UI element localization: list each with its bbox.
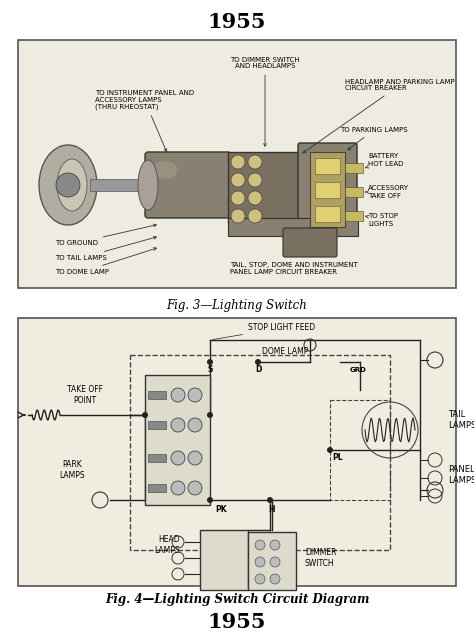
Text: BATTERY
HOT LEAD: BATTERY HOT LEAD bbox=[365, 154, 403, 168]
Text: GRD: GRD bbox=[349, 367, 366, 373]
Bar bbox=[345, 211, 363, 221]
Text: TO TAIL LAMPS: TO TAIL LAMPS bbox=[55, 236, 156, 261]
Circle shape bbox=[56, 173, 80, 197]
Bar bbox=[315, 206, 340, 222]
Text: TO DIMMER SWITCH
AND HEADLAMPS: TO DIMMER SWITCH AND HEADLAMPS bbox=[230, 56, 300, 147]
Circle shape bbox=[207, 359, 213, 365]
Bar bbox=[310, 152, 345, 227]
Bar bbox=[145, 375, 210, 505]
Text: TAIL, STOP, DOME AND INSTRUMENT
PANEL LAMP CIRCUIT BREAKER: TAIL, STOP, DOME AND INSTRUMENT PANEL LA… bbox=[230, 252, 358, 275]
Ellipse shape bbox=[138, 160, 158, 210]
Circle shape bbox=[188, 418, 202, 432]
Bar bbox=[18, 318, 456, 586]
Bar bbox=[228, 152, 300, 224]
Circle shape bbox=[188, 388, 202, 402]
Circle shape bbox=[248, 191, 262, 205]
Bar bbox=[248, 532, 296, 590]
Text: S: S bbox=[207, 365, 213, 374]
Circle shape bbox=[188, 481, 202, 495]
Text: 1955: 1955 bbox=[208, 612, 266, 632]
Text: DIMMER
SWITCH: DIMMER SWITCH bbox=[305, 548, 337, 568]
Text: PARK
LAMPS: PARK LAMPS bbox=[59, 460, 85, 480]
Text: STOP LIGHT FEED: STOP LIGHT FEED bbox=[213, 323, 315, 340]
Circle shape bbox=[248, 155, 262, 169]
Circle shape bbox=[231, 191, 245, 205]
Text: TO DOME LAMP: TO DOME LAMP bbox=[55, 248, 156, 275]
Text: TO GROUND: TO GROUND bbox=[55, 224, 156, 246]
Text: TO PARKING LAMPS: TO PARKING LAMPS bbox=[340, 127, 408, 150]
Circle shape bbox=[231, 209, 245, 223]
Circle shape bbox=[171, 418, 185, 432]
Circle shape bbox=[255, 540, 265, 550]
Text: PANEL
LAMPS: PANEL LAMPS bbox=[448, 465, 474, 484]
Circle shape bbox=[171, 451, 185, 465]
Text: Fig. 4—Lighting Switch Circuit Diagram: Fig. 4—Lighting Switch Circuit Diagram bbox=[105, 593, 369, 607]
Bar bbox=[148, 391, 166, 399]
Text: 1955: 1955 bbox=[208, 12, 266, 32]
Circle shape bbox=[207, 412, 213, 418]
Circle shape bbox=[207, 497, 213, 503]
Text: HEAD
LAMPS: HEAD LAMPS bbox=[155, 535, 180, 555]
Text: BAT: BAT bbox=[155, 417, 169, 426]
Text: H: H bbox=[269, 506, 275, 515]
Circle shape bbox=[248, 173, 262, 187]
Circle shape bbox=[255, 557, 265, 567]
FancyBboxPatch shape bbox=[283, 228, 337, 257]
Circle shape bbox=[171, 388, 185, 402]
Circle shape bbox=[171, 481, 185, 495]
Text: TAKE OFF
POINT: TAKE OFF POINT bbox=[67, 385, 103, 404]
Circle shape bbox=[270, 540, 280, 550]
Circle shape bbox=[255, 359, 261, 365]
Bar bbox=[148, 454, 166, 462]
Circle shape bbox=[270, 574, 280, 584]
Bar bbox=[90, 179, 150, 191]
Text: PL: PL bbox=[332, 454, 343, 463]
Circle shape bbox=[188, 451, 202, 465]
Circle shape bbox=[255, 574, 265, 584]
Bar bbox=[148, 484, 166, 492]
Text: PK: PK bbox=[215, 506, 227, 515]
Bar bbox=[200, 530, 248, 590]
Circle shape bbox=[231, 173, 245, 187]
FancyBboxPatch shape bbox=[145, 152, 231, 218]
Circle shape bbox=[327, 447, 333, 453]
Circle shape bbox=[267, 497, 273, 503]
Bar bbox=[18, 40, 456, 288]
Circle shape bbox=[142, 412, 148, 418]
Bar bbox=[130, 355, 390, 550]
Text: TAIL
LAMPS: TAIL LAMPS bbox=[448, 410, 474, 429]
Text: ACCESSORY
TAKE OFF: ACCESSORY TAKE OFF bbox=[365, 186, 409, 198]
Bar bbox=[315, 182, 340, 198]
Ellipse shape bbox=[57, 159, 87, 211]
Text: DOME LAMP: DOME LAMP bbox=[262, 348, 308, 356]
Circle shape bbox=[248, 209, 262, 223]
Text: D: D bbox=[255, 365, 261, 374]
Ellipse shape bbox=[153, 161, 177, 179]
Bar bbox=[345, 187, 363, 197]
Text: TO INSTRUMENT PANEL AND
ACCESSORY LAMPS
(THRU RHEOSTAT): TO INSTRUMENT PANEL AND ACCESSORY LAMPS … bbox=[95, 90, 194, 152]
Circle shape bbox=[231, 155, 245, 169]
Circle shape bbox=[270, 557, 280, 567]
Bar bbox=[345, 163, 363, 173]
Bar bbox=[315, 158, 340, 174]
Text: TO STOP
LIGHTS: TO STOP LIGHTS bbox=[365, 214, 398, 227]
FancyBboxPatch shape bbox=[298, 143, 357, 235]
Ellipse shape bbox=[39, 145, 97, 225]
Text: Fig. 3—Lighting Switch: Fig. 3—Lighting Switch bbox=[166, 298, 308, 312]
Bar bbox=[330, 400, 390, 500]
Bar bbox=[148, 421, 166, 429]
Text: HEADLAMP AND PARKING LAMP
CIRCUIT BREAKER: HEADLAMP AND PARKING LAMP CIRCUIT BREAKE… bbox=[303, 79, 455, 153]
Bar bbox=[228, 218, 358, 236]
